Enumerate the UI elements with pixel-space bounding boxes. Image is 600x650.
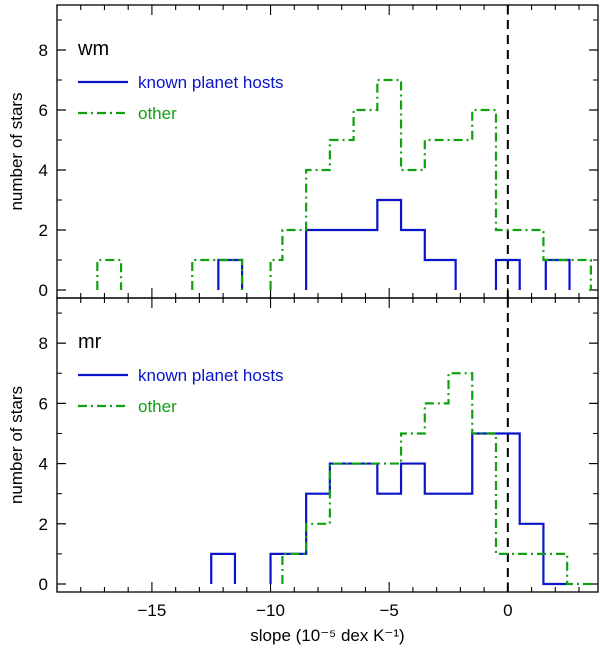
y-tick-label: 0 (39, 281, 48, 300)
y-tick-label: 4 (39, 161, 48, 180)
panel-label: wm (77, 38, 109, 60)
legend-label: known planet hosts (138, 73, 284, 92)
y-tick-label: 8 (39, 41, 48, 60)
series-other-histogram (281, 372, 591, 586)
x-tick-label: −10 (256, 601, 285, 620)
y-tick-label: 4 (39, 455, 48, 474)
plot-frame (56, 4, 599, 299)
y-tick-label: 6 (39, 101, 48, 120)
y-tick-label: 2 (39, 515, 48, 534)
y-axis-label: number of stars (7, 386, 26, 504)
y-axis-label: number of stars (7, 92, 26, 210)
y-tick-label: 8 (39, 334, 48, 353)
y-tick-label: 0 (39, 575, 48, 594)
panel-label: mr (78, 331, 102, 353)
series-known-planet-hosts-histogram (210, 432, 568, 586)
x-axis-label: slope (10⁻⁵ dex K⁻¹) (250, 626, 404, 645)
y-tick-label: 2 (39, 221, 48, 240)
x-axis-labels: −15 −10 −5 0 slope (10⁻⁵ dex K⁻¹) (137, 601, 512, 645)
plot-frame (56, 297, 599, 593)
series-other-histogram (96, 78, 592, 290)
x-tick-label: 0 (503, 601, 512, 620)
x-tick-label: −15 (137, 601, 166, 620)
legend-label: other (138, 104, 177, 123)
legend-label: other (138, 397, 177, 416)
panel-wm: 0 2 4 6 8 number of stars wm known planet hosts… (7, 4, 599, 300)
series-known-planet-hosts-histogram (217, 198, 571, 290)
legend-label: known planet hosts (138, 366, 284, 385)
x-tick-label: −5 (379, 601, 398, 620)
y-tick-label: 6 (39, 394, 48, 413)
panel-mr: 0 2 4 6 8 number of stars mr known planet hosts… (7, 297, 599, 594)
